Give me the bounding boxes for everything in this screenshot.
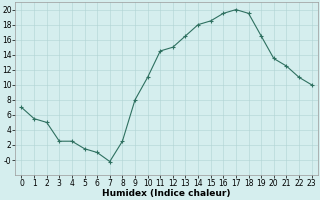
X-axis label: Humidex (Indice chaleur): Humidex (Indice chaleur) [102, 189, 231, 198]
